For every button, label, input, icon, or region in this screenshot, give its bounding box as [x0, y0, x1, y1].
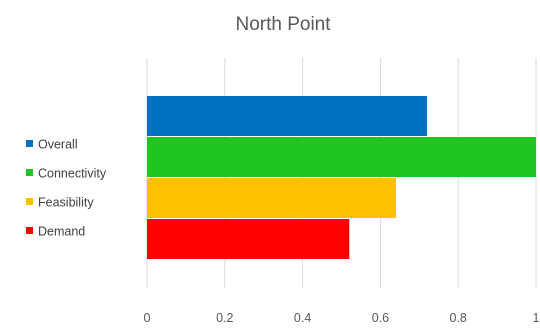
- legend-swatch-overall: [26, 140, 33, 147]
- bar-demand: [147, 219, 350, 259]
- x-tick-label-1: 0.2: [216, 311, 233, 325]
- x-tick-label-2: 0.4: [294, 311, 311, 325]
- legend-swatch-connectivity: [26, 169, 33, 176]
- x-tick-label-5: 1: [533, 311, 540, 325]
- x-axis-ticks: 0 0.2 0.4 0.6 0.8 1: [144, 311, 540, 325]
- legend-label-connectivity: Connectivity: [38, 167, 107, 181]
- x-tick-label-0: 0: [144, 311, 151, 325]
- bars: [147, 96, 536, 259]
- legend-swatch-demand: [26, 227, 33, 234]
- bar-connectivity: [147, 137, 536, 177]
- legend: Overall Connectivity Feasibility Demand: [26, 138, 107, 239]
- legend-swatch-feasibility: [26, 198, 33, 205]
- x-tick-label-4: 0.8: [450, 311, 467, 325]
- legend-label-feasibility: Feasibility: [38, 196, 94, 210]
- bar-feasibility: [147, 178, 396, 218]
- chart-title: North Point: [235, 14, 331, 35]
- legend-label-overall: Overall: [38, 138, 78, 152]
- bar-overall: [147, 96, 428, 136]
- legend-label-demand: Demand: [38, 225, 85, 239]
- x-tick-label-3: 0.6: [372, 311, 389, 325]
